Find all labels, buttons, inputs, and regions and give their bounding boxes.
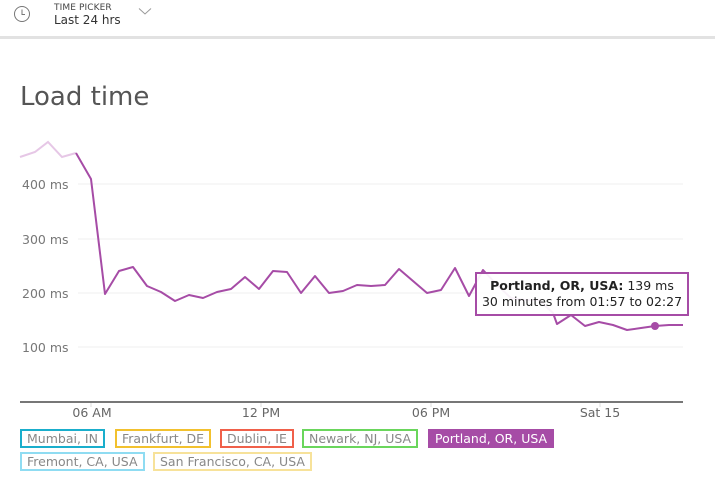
x-tick-label: 06 AM (72, 405, 112, 420)
tooltip-detail: 30 minutes from 01:57 to 02:27 (481, 294, 683, 309)
y-tick-label: 300 ms (22, 232, 69, 247)
y-tick-label: 200 ms (22, 286, 69, 301)
tooltip-location: Portland, OR, USA: (490, 278, 624, 293)
gridlines (78, 183, 683, 348)
legend-item-frankfurt[interactable]: Frankfurt, DE (115, 429, 212, 448)
chart-title: Load time (20, 82, 150, 112)
legend-item-dublin[interactable]: Dublin, IE (220, 429, 294, 448)
top-bar: TIME PICKER Last 24 hrs (0, 0, 715, 36)
chevron-down-icon[interactable] (138, 7, 152, 16)
top-bar-divider (0, 36, 715, 39)
time-picker-value[interactable]: Last 24 hrs (54, 13, 121, 27)
legend-item-san-francisco[interactable]: San Francisco, CA, USA (153, 452, 312, 471)
x-ticks (90, 403, 601, 407)
y-tick-label: 400 ms (22, 177, 69, 192)
x-tick-label: Sat 15 (579, 405, 621, 420)
legend-item-newark[interactable]: Newark, NJ, USA (302, 429, 419, 448)
highlighted-point (651, 322, 659, 330)
legend-item-portland[interactable]: Portland, OR, USA (428, 429, 555, 448)
x-tick-label: 12 PM (241, 405, 281, 420)
time-picker-label: TIME PICKER (54, 3, 112, 13)
legend-item-mumbai[interactable]: Mumbai, IN (20, 429, 105, 448)
series-line-portland (75, 152, 683, 331)
chart-tooltip: Portland, OR, USA: 139 ms 30 minutes fro… (475, 272, 689, 316)
tooltip-value: 139 ms (627, 278, 674, 293)
series-line-faded (19, 140, 77, 159)
x-tick-label: 06 PM (411, 405, 451, 420)
y-tick-label: 100 ms (22, 340, 69, 355)
clock-icon (14, 6, 30, 22)
legend-item-fremont[interactable]: Fremont, CA, USA (20, 452, 145, 471)
